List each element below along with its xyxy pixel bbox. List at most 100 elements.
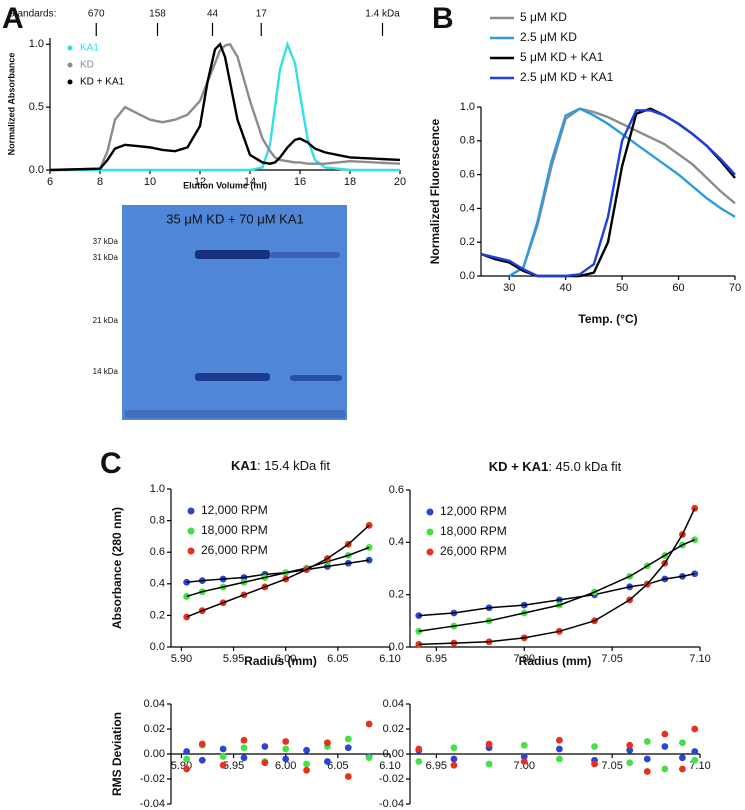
legend-swatch [67,45,73,51]
x-tick-label: 20 [394,176,406,188]
data-point [520,741,528,749]
legend-label: KD + KA1 [80,77,125,88]
data-point [520,753,528,760]
x-axis-label: Temp. (°C) [578,312,637,326]
data-point [344,735,352,743]
legend-swatch [187,527,195,535]
data-point [183,765,191,773]
data-point [303,746,310,754]
chart-title: KD + KA1: 45.0 kDa fit [489,459,622,474]
data-point [643,768,651,775]
fit-line [418,539,696,633]
x-tick-label: 7.05 [601,653,622,665]
standard-label: 158 [149,9,166,20]
data-point [520,758,528,765]
legend-label: 12,000 RPM [440,504,507,518]
legend-label: 18,000 RPM [201,523,268,537]
fit-line [186,546,370,598]
x-tick-label: 7.05 [601,760,622,772]
standard-label: 17 [256,9,268,20]
gel-band [195,373,270,381]
series-line [49,42,401,172]
y-tick-label: 0.4 [389,536,404,548]
legend-label: KD [80,60,94,71]
x-tick-label: 6.95 [426,653,447,665]
chart-title-bold: KA1 [231,458,257,473]
x-tick-label: 7.10 [689,653,710,665]
series-line [49,42,401,172]
y-tick-label: 0.8 [460,135,475,147]
data-point [485,740,493,748]
gel-band [290,375,342,381]
fit-line [186,524,370,618]
data-point [344,773,352,780]
standards-label: Standards: [8,9,56,20]
x-tick-label: 70 [729,282,741,294]
data-point [282,738,290,745]
data-point [450,744,458,752]
data-point [282,745,290,753]
chart-title: KA1: 15.4 kDa fit [231,458,330,473]
x-tick-label: 40 [560,282,572,294]
y-tick-label: 0.00 [144,748,165,760]
data-point [219,761,227,769]
data-point [591,760,598,768]
standard-label: 670 [88,9,105,20]
y-tick-label: 0.2 [389,589,404,601]
gel-image [122,205,347,420]
panel-label: C [100,447,122,480]
y-axis-label: Absorbance (280 nm) [110,507,124,629]
legend-label: 2.5 μM KD + KA1 [520,70,614,84]
x-axis-label: Radius (mm) [519,654,592,668]
x-tick-label: 16 [294,176,306,188]
legend-swatch [426,508,434,516]
y-tick-label: 0.02 [383,723,404,735]
x-tick-label: 6.10 [379,760,400,772]
y-tick-label: 0.0 [150,641,165,653]
legend-swatch [187,547,195,555]
standard-label: 1.4 kDa [365,9,400,20]
gel-marker: 14 kDa [93,367,119,376]
gel-marker: 21 kDa [93,316,119,325]
x-tick-label: 18 [344,176,356,188]
y-tick-label: 0.04 [383,698,404,710]
data-point [198,756,206,764]
y-tick-label: -0.04 [140,798,165,810]
x-tick-label: 5.90 [171,653,192,665]
data-point [450,755,458,763]
x-tick-label: 60 [672,282,684,294]
y-tick-label: 0.6 [460,169,475,181]
legend-label: 26,000 RPM [440,544,507,558]
y-tick-label: 0.8 [150,515,165,527]
data-point [303,766,310,774]
data-point [591,743,598,750]
data-point [344,744,352,752]
data-point [365,720,373,728]
gel-band [195,250,270,259]
x-tick-label: 6.10 [379,653,400,665]
y-tick-label: 0.00 [383,748,404,760]
y-tick-label: 0.5 [29,101,44,113]
y-tick-label: 0.04 [144,698,165,710]
data-point [240,754,248,762]
x-tick-label: 12 [194,176,206,188]
data-point [691,570,699,578]
data-point [626,759,634,767]
data-point [626,741,634,749]
x-tick-label: 5.95 [223,653,244,665]
x-tick-label: 6.05 [327,760,348,772]
legend-swatch [426,528,434,536]
x-axis-label: Elution Volume (ml) [183,180,267,190]
x-tick-label: 7.00 [514,653,535,665]
x-tick-label: 30 [503,282,515,294]
legend-label: 26,000 RPM [201,543,268,557]
data-point [415,758,423,765]
legend-swatch [187,507,195,515]
data-point [661,743,669,750]
y-tick-label: 1.0 [29,38,44,50]
y-tick-label: -0.04 [379,798,404,810]
standard-label: 44 [207,9,219,20]
x-axis-label: Radius (mm) [244,654,317,668]
legend-label: 12,000 RPM [201,503,268,517]
y-axis-label: Normalized Absorbance [6,53,16,156]
